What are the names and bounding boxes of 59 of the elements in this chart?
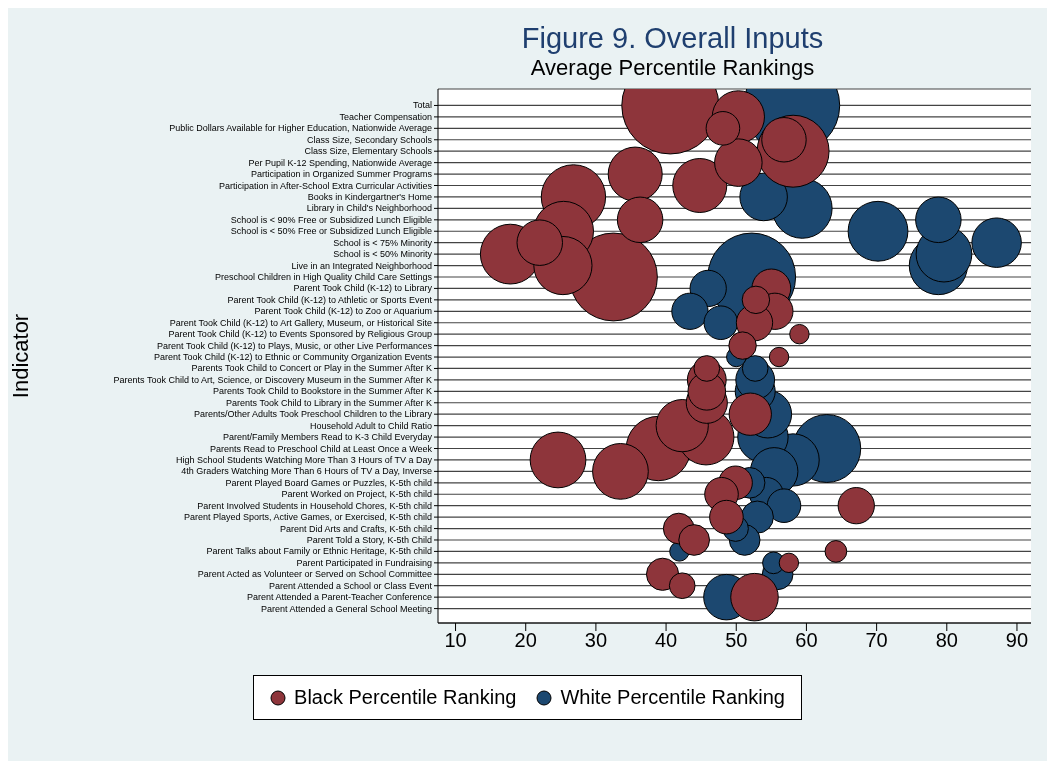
y-tick-label: Parent Took Child (K-12) to Art Gallery, Museum, or Historical Site [169, 317, 432, 328]
y-tick-label: Parent Worked on Project, K-5th child [281, 489, 432, 500]
y-tick-label: Parent Attended a School or Class Event [268, 580, 433, 591]
y-tick-label: Class Size, Secondary Schools [306, 134, 433, 145]
y-tick-label: Parent Took Child (K-12) to Library [293, 283, 433, 294]
x-tick-label: 30 [584, 629, 608, 652]
y-tick-label: School is < 75% Minority [333, 237, 433, 248]
y-tick-label: Parent Participated in Fundraising [296, 557, 432, 568]
y-tick-label: Library in Child's Neighborhood [306, 203, 432, 214]
y-tick-label: Parents Took Child to Concert or Play in the Summer After K [191, 363, 432, 374]
y-tick-label: School is < 90% Free or Subsidized Lunch Eligible [230, 214, 432, 225]
x-tick-label: 40 [654, 629, 678, 652]
x-tick-label: 20 [514, 629, 537, 652]
y-tick-label: School is < 50% Minority [333, 249, 433, 260]
y-tick-label: Parent Played Sports, Active Games, or Exercised, K-5th child [183, 512, 432, 523]
y-tick-label: Books in Kindergartner's Home [307, 191, 432, 202]
y-tick-label: Parents Took Child to Library in the Summer After K [226, 397, 432, 408]
x-tick-label: 50 [725, 629, 748, 652]
y-tick-label: Parents Took Child to Bookstore in the Summer After K [213, 386, 432, 397]
y-tick-label: Parent Took Child (K-12) to Plays, Music, or other Live Performances [157, 340, 433, 351]
y-tick-label: Parents Took Child to Art, Science, or Discovery Museum in the Summer After K [113, 374, 432, 385]
chart-subtitle: Average Percentile Rankings [529, 55, 816, 81]
y-tick-label: 4th Graders Watching More Than 6 Hours of TV a Day, Inverse [181, 466, 432, 477]
y-tick-label: Public Dollars Available for Higher Education, Nationwide Average [169, 123, 432, 134]
y-tick-label: Teacher Compensation [339, 111, 432, 122]
y-tick-label: Parent Acted as Volunteer or Served on School Committee [197, 569, 432, 580]
x-tick-label: 70 [865, 629, 888, 652]
y-tick-label: Parent Took Child (K-12) to Events Sponsored by Religious Group [168, 329, 432, 340]
legend-label: Black Percentile Ranking [294, 686, 517, 709]
y-tick-label: Parents/Other Adults Took Preschool Children to the Library [194, 409, 433, 420]
y-tick-label: High School Students Watching More Than 3 Hours of TV a Day [176, 454, 433, 465]
y-tick-label: Participation in Organized Summer Programs [250, 169, 433, 180]
x-tick-label: 10 [444, 629, 467, 652]
y-tick-label: Parent Told a Story, K-5th Child [306, 534, 432, 545]
y-tick-label: Parent Talks about Family or Ethnic Heritage, K-5th child [206, 546, 432, 557]
y-tick-label: Household Adult to Child Ratio [309, 420, 432, 431]
y-tick-label: Live in an Integrated Neighborhood [291, 260, 432, 271]
y-tick-label: Parents Read to Preschool Child at Least Once a Week [210, 443, 433, 454]
y-tick-label: Parent Involved Students in Household Chores, K-5th child [197, 500, 432, 511]
y-tick-label: Parent Took Child (K-12) to Athletic or Sports Event [227, 294, 433, 305]
y-tick-label: Parent Played Board Games or Puzzles, K-5th child [225, 477, 432, 488]
y-tick-label: Parent Attended a General School Meeting [260, 603, 432, 614]
y-tick-label: Class Size, Elementary Schools [304, 146, 433, 157]
x-tick-label: 60 [795, 629, 818, 652]
x-tick-label: 80 [935, 629, 958, 652]
legend-label: White Percentile Ranking [560, 686, 785, 709]
y-tick-label: Preschool Children in High Quality Child Care Settings [214, 271, 433, 282]
y-tick-label: Parent Took Child (K-12) to Zoo or Aquarium [254, 306, 432, 317]
y-tick-label: Parent Did Arts and Crafts, K-5th child [279, 523, 432, 534]
y-tick-label: Participation in After-School Extra Curricular Activities [218, 180, 433, 191]
y-tick-label: Parent Attended a Parent-Teacher Conference [246, 592, 432, 603]
chart-title: Figure 9. Overall Inputs [520, 22, 825, 55]
y-tick-label: Parent/Family Members Read to K-3 Child Everyday [222, 432, 433, 443]
y-tick-label: Total [412, 100, 432, 111]
y-tick-label: School is < 50% Free or Subsidized Lunch Eligible [230, 226, 432, 237]
y-axis-title: Indicator [7, 313, 33, 399]
y-tick-label: Per Pupil K-12 Spending, Nationwide Average [248, 157, 432, 168]
x-tick-label: 90 [1005, 629, 1029, 652]
y-tick-label: Parent Took Child (K-12) to Ethnic or Community Organization Events [154, 352, 433, 363]
